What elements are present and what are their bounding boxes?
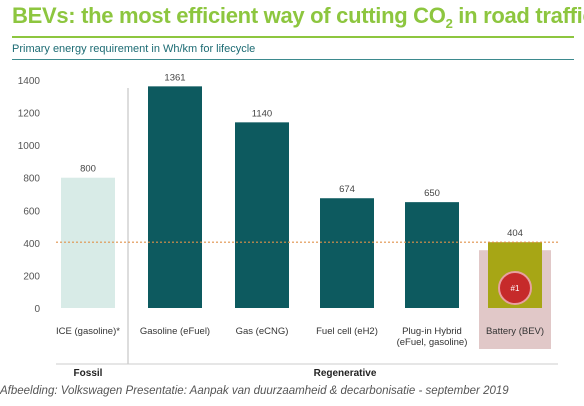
y-tick-label: 800 xyxy=(23,174,40,185)
group-label-fossil: Fossil xyxy=(74,368,103,379)
x-category-label-line: Fuel cell (eH2) xyxy=(316,326,378,337)
chart-subtitle: Primary energy requirement in Wh/km for … xyxy=(12,43,256,55)
bar xyxy=(235,122,289,308)
y-tick-label: 600 xyxy=(23,206,40,217)
y-tick-label: 0 xyxy=(34,304,40,315)
bar-value-label: 1140 xyxy=(252,108,272,119)
bar-value-label: 1361 xyxy=(164,72,185,83)
bar-value-label: 404 xyxy=(507,228,523,239)
chart-title: BEVs: the most efficient way of cutting … xyxy=(12,3,584,31)
bar-chart: 0 200 400 600 800 1000 1200 1400 800 ICE (gasolin… xyxy=(18,72,560,379)
x-category-label-line: (eFuel, gasoline) xyxy=(397,337,468,348)
subtitle-underline xyxy=(12,59,574,60)
x-category-label: ICE (gasoline)* xyxy=(56,326,120,337)
title-underline xyxy=(12,36,574,38)
bar-value-label: 674 xyxy=(339,184,355,195)
x-category-label: Gas (eCNG) xyxy=(236,326,289,337)
y-tick-label: 1200 xyxy=(18,109,41,120)
y-tick-label: 1400 xyxy=(18,76,41,87)
x-category-label: Gasoline (eFuel) xyxy=(140,326,210,337)
image-caption: Afbeelding: Volkswagen Presentatie: Aanp… xyxy=(0,385,509,397)
x-category-label: Battery (BEV) xyxy=(486,326,544,337)
title-subscript: 2 xyxy=(445,16,453,31)
y-tick-label: 400 xyxy=(23,239,40,250)
bar xyxy=(61,177,115,308)
x-category-label-line: Battery (BEV) xyxy=(486,326,544,337)
rank-badge xyxy=(498,271,532,305)
bar xyxy=(320,198,374,308)
title-suffix: in road traffic xyxy=(452,3,584,28)
y-tick-label: 1000 xyxy=(18,141,41,152)
bar xyxy=(405,202,459,308)
group-label-regenerative: Regenerative xyxy=(314,368,377,379)
x-category-label-line: Gas (eCNG) xyxy=(236,326,289,337)
x-category-label-line: Plug-in Hybrid xyxy=(402,326,462,337)
x-category-label: Plug-in Hybrid (eFuel, gasoline) xyxy=(397,326,468,348)
y-tick-label: 200 xyxy=(23,271,40,282)
x-category-label: Fuel cell (eH2) xyxy=(316,326,378,337)
rank-badge-label: #1 xyxy=(511,284,520,293)
x-category-label-line: ICE (gasoline)* xyxy=(56,326,120,337)
bar-value-label: 800 xyxy=(80,164,96,175)
x-category-label-line: Gasoline (eFuel) xyxy=(140,326,210,337)
title-main: BEVs: the most efficient way of cutting … xyxy=(12,3,446,28)
bar-value-label: 650 xyxy=(424,188,440,199)
bar xyxy=(148,86,202,308)
